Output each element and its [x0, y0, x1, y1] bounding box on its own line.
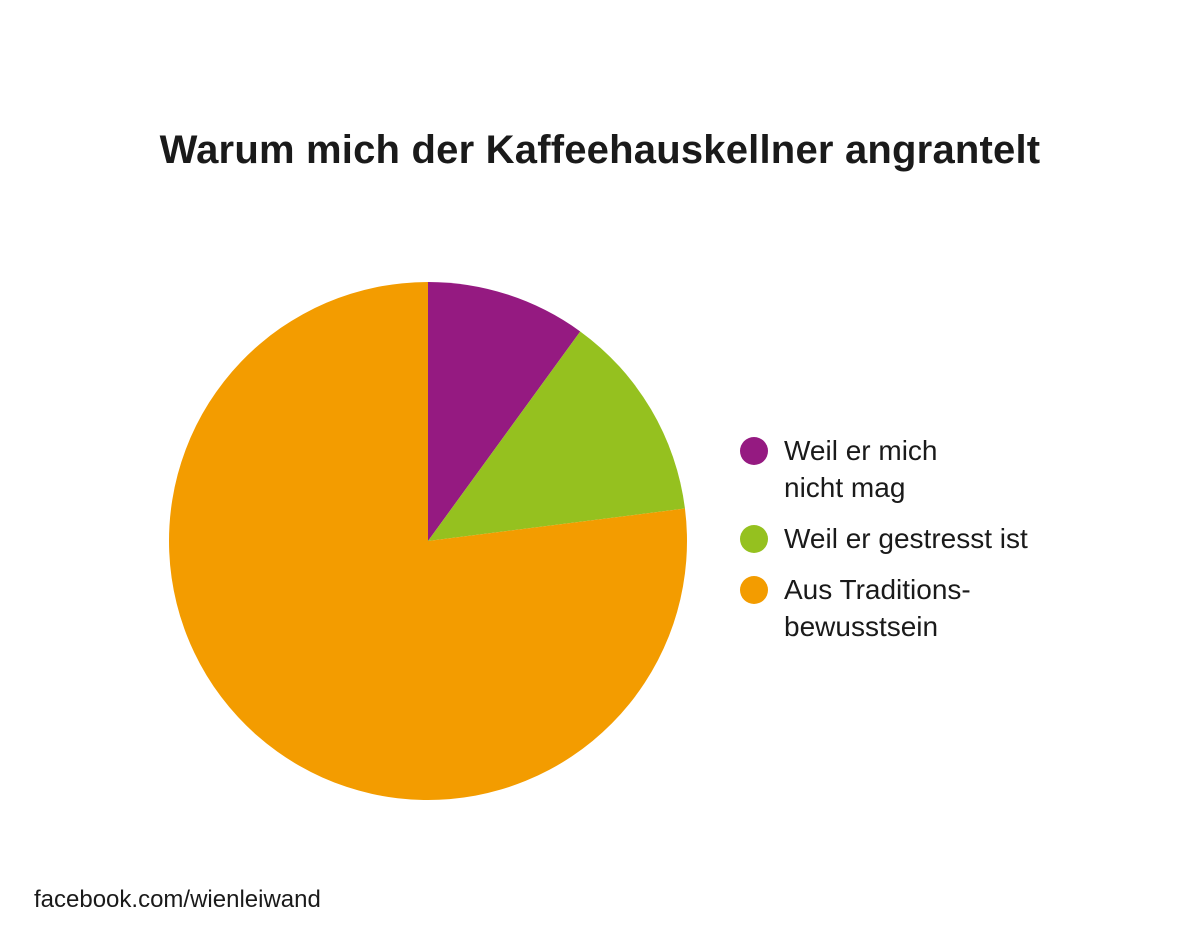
legend-swatch-icon [740, 576, 768, 604]
legend-item-aus-traditionsbewusstsein: Aus Traditions- bewusstsein [740, 571, 1060, 645]
legend-item-weil-er-mich-nicht-mag: Weil er mich nicht mag [740, 432, 1060, 506]
source-credit: facebook.com/wienleiwand [34, 886, 321, 913]
chart-legend: Weil er mich nicht mag Weil er gestresst… [740, 432, 1060, 659]
chart-title: Warum mich der Kaffeehauskellner angrant… [159, 128, 1041, 172]
legend-label: Aus Traditions- bewusstsein [784, 574, 971, 642]
legend-swatch-icon [740, 525, 768, 553]
legend-label: Weil er mich nicht mag [784, 435, 938, 503]
legend-item-weil-er-gestresst-ist: Weil er gestresst ist [740, 520, 1060, 557]
pie-slice-0 [428, 282, 581, 541]
legend-label: Weil er gestresst ist [784, 523, 1028, 554]
pie-slices [169, 282, 688, 800]
pie-slice-1 [428, 331, 685, 541]
pie-slice-2 [169, 282, 688, 800]
legend-swatch-icon [740, 437, 768, 465]
